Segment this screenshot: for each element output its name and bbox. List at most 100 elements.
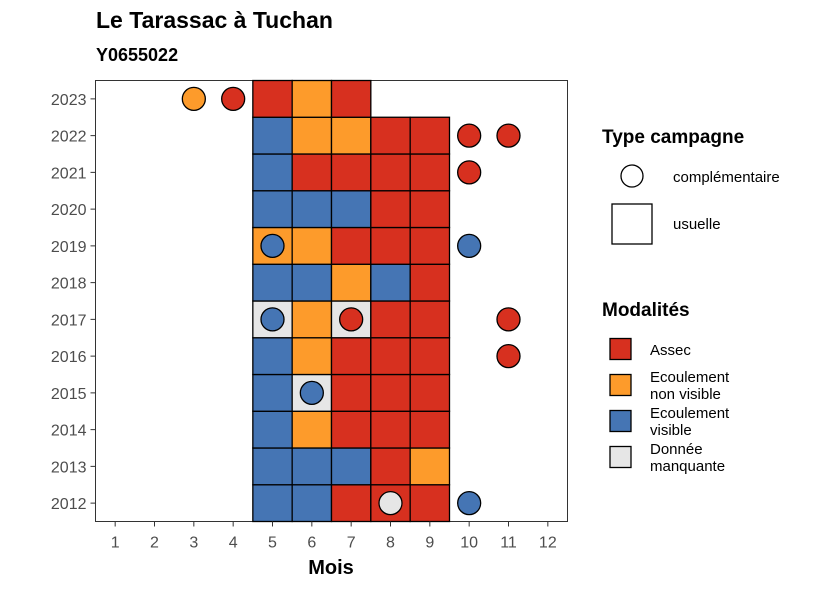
usual-tile (252, 410, 293, 449)
usual-tile (409, 116, 451, 155)
usual-tile (330, 153, 372, 192)
usual-tile (409, 484, 451, 523)
usual-tile (291, 300, 333, 339)
complementary-point (378, 490, 403, 516)
x-tick-label: 8 (386, 535, 395, 552)
usual-tile (291, 337, 333, 376)
usual-tile (291, 153, 333, 192)
usual-tile (252, 79, 293, 118)
complementary-point (260, 233, 285, 259)
usual-tile (370, 190, 411, 229)
legend-campaign-label: usuelle (673, 216, 721, 233)
legends: Type campagne complémentaire usuelle Modali… (602, 127, 780, 475)
usual-tiles (252, 79, 451, 523)
usual-tile (330, 447, 372, 486)
legend-modalites-title: Modalités (602, 300, 690, 321)
y-tick-label: 2020 (51, 202, 87, 219)
usual-tile (330, 263, 372, 302)
usual-tile (252, 153, 293, 192)
complementary-point (260, 307, 285, 332)
usual-tile (370, 116, 411, 155)
complementary-point (457, 123, 482, 148)
legend-swatch (609, 337, 632, 361)
legend-swatch (609, 373, 632, 397)
usual-tile (409, 373, 451, 412)
x-axis-label: Mois (308, 557, 354, 579)
y-tick-label: 2014 (51, 423, 87, 440)
legend-modalite-label: non visible (650, 386, 721, 403)
legend-square-icon (611, 203, 653, 245)
x-tick-label: 6 (307, 535, 316, 552)
usual-tile (370, 337, 411, 376)
legend-swatch (609, 409, 632, 433)
y-tick-label: 2017 (51, 312, 87, 329)
usual-tile (291, 410, 333, 449)
legend-modalite-label: Ecoulement (650, 369, 730, 386)
y-tick-label: 2019 (51, 239, 87, 256)
y-tick-label: 2016 (51, 349, 87, 366)
x-tick-label: 12 (539, 535, 557, 552)
usual-tile (409, 263, 451, 302)
complementary-point (496, 343, 521, 369)
chart-title: Le Tarassac à Tuchan (96, 7, 333, 33)
usual-tile (370, 226, 411, 265)
usual-tile (330, 190, 372, 229)
x-tick-label: 2 (150, 535, 159, 552)
y-tick-label: 2013 (51, 459, 87, 476)
usual-tile (291, 484, 333, 523)
usual-tile (330, 484, 372, 523)
usual-tile (291, 263, 333, 302)
usual-tile (409, 153, 451, 192)
usual-tile (330, 410, 372, 449)
complementary-point (221, 86, 246, 112)
usual-tile (291, 447, 333, 486)
y-tick-label: 2015 (51, 386, 87, 403)
usual-tile (330, 373, 372, 412)
legend-modalite-label: Donnée (650, 441, 703, 458)
complementary-point (339, 307, 364, 332)
legend-campaign-label: complémentaire (673, 169, 780, 186)
usual-tile (252, 263, 293, 302)
y-tick-label: 2023 (51, 92, 87, 109)
complementary-point (299, 380, 324, 406)
legend-modalite-label: Ecoulement (650, 405, 730, 422)
usual-tile (330, 116, 372, 155)
usual-tile (252, 116, 293, 155)
axes: 1 2 3 4 5 6 7 8 9 10 11 122012201320142015201620172… (51, 92, 557, 552)
usual-tile (409, 337, 451, 376)
chart-subtitle: Y0655022 (96, 45, 179, 65)
x-tick-label: 11 (500, 535, 517, 552)
usual-tile (370, 447, 411, 486)
usual-tile (291, 79, 333, 118)
usual-tile (252, 190, 293, 229)
legend-swatch (609, 445, 632, 469)
usual-tile (252, 447, 293, 486)
y-tick-label: 2022 (51, 129, 87, 146)
usual-tile (330, 337, 372, 376)
x-tick-label: 3 (189, 535, 198, 552)
usual-tile (291, 226, 333, 265)
x-tick-label: 4 (229, 535, 238, 552)
legend-modalite-label: visible (650, 422, 692, 439)
usual-tile (370, 300, 411, 339)
usual-tile (370, 153, 411, 192)
x-tick-label: 5 (268, 535, 277, 552)
y-tick-label: 2021 (51, 165, 87, 182)
usual-tile (409, 190, 451, 229)
complementary-point (457, 160, 482, 185)
usual-tile (252, 484, 293, 523)
legend-modalite-label: Assec (650, 342, 691, 359)
x-tick-label: 7 (347, 535, 356, 552)
usual-tile (252, 373, 293, 412)
legend-circle-icon (620, 164, 644, 188)
legend-campaign-title: Type campagne (602, 127, 744, 148)
y-tick-label: 2012 (51, 496, 87, 513)
usual-tile (291, 116, 333, 155)
usual-tile (409, 226, 451, 265)
x-tick-label: 10 (460, 535, 478, 552)
complementary-points (181, 86, 521, 516)
complementary-point (496, 123, 521, 148)
usual-tile (409, 447, 451, 486)
usual-tile (370, 410, 411, 449)
